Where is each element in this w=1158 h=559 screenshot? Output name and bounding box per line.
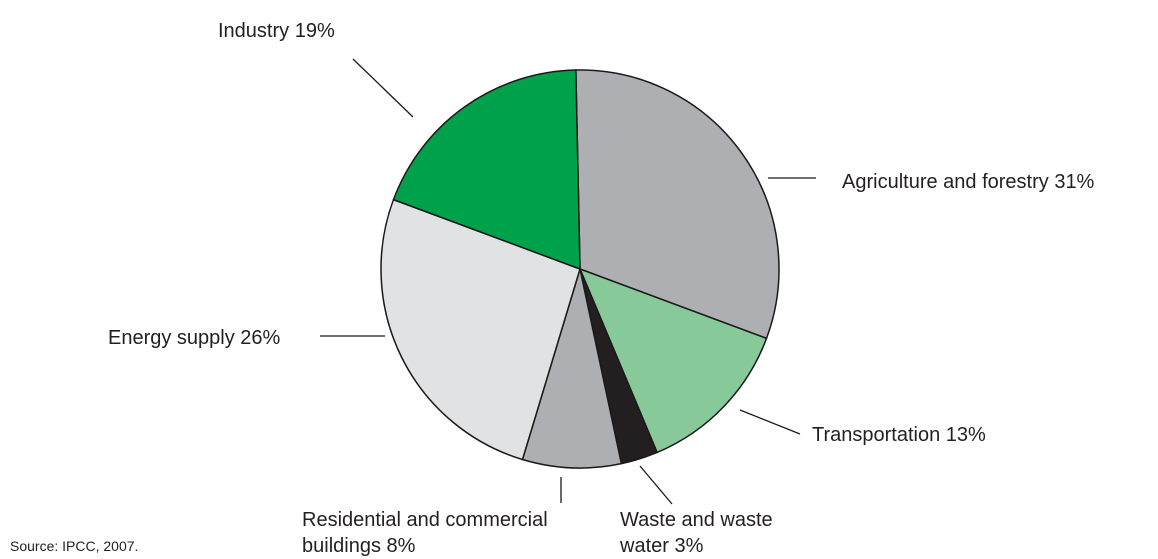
slice-label-energy-supply: Energy supply 26% [108, 327, 281, 349]
pie-slice-agriculture-and-forestry [575, 69, 780, 340]
slice-label-line: Waste and waste [620, 509, 773, 531]
slice-label-line: water 3% [619, 535, 704, 557]
slice-label-transportation: Transportation 13% [812, 424, 986, 446]
leader-line-industry [352, 58, 414, 118]
pie-slice-industry [392, 69, 581, 271]
slice-label-line: buildings 8% [302, 535, 416, 557]
leader-lines [320, 58, 816, 505]
slice-labels: Agriculture and forestry 31% Transportati… [108, 20, 1095, 557]
leader-line-transportation [739, 409, 801, 435]
slice-label-line: Residential and commercial [302, 509, 548, 531]
slice-label-line: Industry 19% [218, 20, 335, 42]
slice-label-line: Energy supply 26% [108, 327, 281, 349]
leader-line-waste-and-waste-water [639, 465, 673, 505]
slice-label-residential-and-commercial-buildings: Residential and commercial buildings 8% [302, 509, 548, 557]
pie-slice-residential-and-commercial-buildings [521, 268, 623, 469]
source-note: Source: IPCC, 2007. [10, 538, 138, 554]
pie-slice-energy-supply [380, 198, 581, 461]
slice-label-industry: Industry 19% [218, 20, 335, 42]
pie-slices [380, 69, 780, 469]
slice-label-line: Agriculture and forestry 31% [842, 171, 1095, 193]
pie-slice-transportation [578, 267, 768, 454]
slice-label-line: Transportation 13% [812, 424, 986, 446]
slice-label-waste-and-waste-water: Waste and waste water 3% [619, 509, 773, 557]
slice-label-agriculture-and-forestry: Agriculture and forestry 31% [842, 171, 1095, 193]
